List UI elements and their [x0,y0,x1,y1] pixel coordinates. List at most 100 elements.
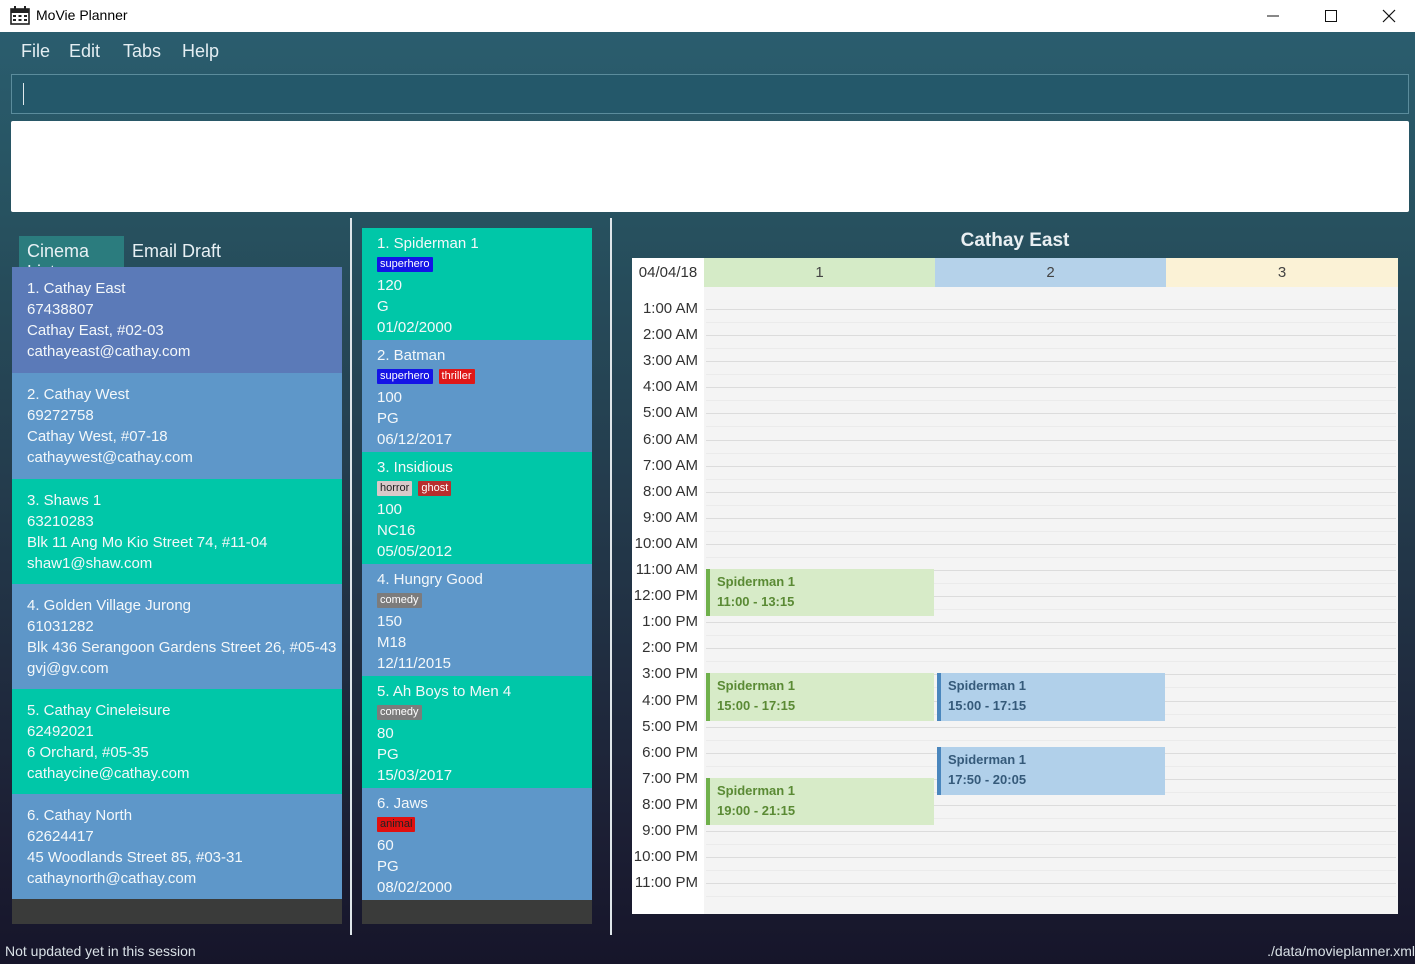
cinema-card[interactable]: 6. Cathay North 62624417 45 Woodlands St… [12,794,342,899]
movie-rating: M18 [377,634,407,651]
menu-file[interactable]: File [21,41,51,61]
menu-help[interactable]: Help [182,41,220,61]
hour-gridline [706,491,1396,493]
movie-duration: 120 [377,277,403,294]
hour-gridline [706,543,1396,545]
event-time: 15:00 - 17:15 [948,698,1027,714]
time-label: 11:00 AM [632,557,704,583]
movie-rating: PG [377,746,399,763]
movie-tags: superhero [377,254,592,275]
cinema-card[interactable]: 1. Cathay East 67438807 Cathay East, #02… [12,267,342,373]
column-header[interactable]: 1 [704,258,935,287]
minimize-button[interactable] [1244,0,1302,32]
panel-divider[interactable] [350,218,352,935]
movie-card[interactable]: 4. Hungry Good comedy 150 M18 12/11/2015 [362,564,592,676]
hour-gridline [706,413,1396,415]
cinema-list[interactable]: 1. Cathay East 67438807 Cathay East, #02… [12,267,342,924]
half-hour-gridline [706,530,1396,532]
tag-badge: superhero [377,369,433,384]
cinema-card[interactable]: 3. Shaws 1 63210283 Blk 11 Ang Mo Kio St… [12,479,342,584]
time-label: 6:00 PM [632,739,704,766]
movie-duration: 100 [377,501,403,518]
menu-edit[interactable]: Edit [69,41,101,61]
window-title-bar: MoVie Planner [0,0,1415,32]
tag-badge: horror [377,481,413,496]
half-hour-gridline [706,583,1396,585]
tag-badge: thriller [438,369,475,384]
cinema-email: cathaycine@cathay.com [27,765,190,782]
half-hour-gridline [706,400,1396,402]
cinema-phone: 63210283 [27,513,94,530]
time-label: 9:00 AM [632,504,704,531]
calendar-event[interactable]: Spiderman 1 15:00 - 17:15 [706,673,934,721]
cinema-phone: 67438807 [27,301,94,318]
cinema-card[interactable]: 4. Golden Village Jurong 61031282 Blk 43… [12,584,342,689]
column-header[interactable]: 3 [1166,258,1398,287]
tag-badge: comedy [377,705,422,720]
movie-tags: horror ghost [377,478,592,499]
movie-list[interactable]: 1. Spiderman 1 superhero 120 G 01/02/200… [362,228,592,924]
event-title: Spiderman 1 [717,574,796,589]
cinema-email: cathaynorth@cathay.com [27,870,197,887]
cinema-email: gvj@gv.com [27,660,109,677]
time-label: 2:00 AM [632,322,704,349]
close-button[interactable] [1360,0,1415,32]
movie-date: 05/05/2012 [377,543,453,560]
hour-gridline [706,570,1396,571]
movie-card[interactable]: 2. Batman superhero thriller 100 PG 06/1… [362,340,592,452]
cinema-name: 5. Cathay Cineleisure [27,702,171,719]
hour-gridline [706,857,1396,859]
time-label: 12:00 PM [632,583,704,610]
half-hour-gridline [706,478,1396,480]
cinema-address: Cathay West, #07-18 [27,428,168,445]
status-sync-text: Not updated yet in this session [5,943,196,959]
cinema-phone: 62624417 [27,828,94,845]
event-time: 19:00 - 21:15 [717,802,796,818]
half-hour-gridline [706,504,1396,506]
maximize-button[interactable] [1302,0,1360,32]
cinema-name: 2. Cathay West [27,386,130,403]
cinema-email: cathaywest@cathay.com [27,449,193,466]
command-input[interactable] [11,74,1409,114]
time-label: 5:00 PM [632,713,704,740]
half-hour-gridline [706,817,1396,819]
cinema-card[interactable]: 2. Cathay West 69272758 Cathay West, #07… [12,373,342,479]
movie-rating: NC16 [377,522,416,539]
half-hour-gridline [706,426,1396,428]
cinema-address: 6 Orchard, #05-35 [27,744,149,761]
schedule-calendar[interactable]: 04/04/18 1 2 3 1:00 AM 2:00 AM 3:00 AM 4:00… [632,258,1398,914]
movie-date: 15/03/2017 [377,767,453,784]
hour-gridline [706,361,1396,363]
cinema-card[interactable]: 5. Cathay Cineleisure 62492021 6 Orchard… [12,689,342,794]
time-label: 3:00 PM [632,661,704,688]
time-label: 3:00 AM [632,348,704,375]
time-label: 2:00 PM [632,635,704,662]
calendar-event[interactable]: Spiderman 1 19:00 - 21:15 [706,777,934,826]
cinema-name: 6. Cathay North [27,807,133,824]
movie-tags: comedy [377,590,592,611]
menu-tabs[interactable]: Tabs [123,41,162,61]
time-label: 4:00 AM [632,374,704,401]
calendar-event[interactable]: Spiderman 1 15:00 - 17:15 [937,673,1165,721]
hour-gridline [706,439,1396,441]
calendar-event[interactable]: Spiderman 1 17:50 - 20:05 [937,747,1165,795]
movie-tags: animal [377,814,592,835]
movie-card[interactable]: 5. Ah Boys to Men 4 comedy 80 PG 15/03/2… [362,676,592,788]
half-hour-gridline [706,661,1396,663]
tab-email-draft[interactable]: Email Draft [132,241,222,261]
tab-cinema-list[interactable]: Cinema List [19,236,124,282]
column-header[interactable]: 2 [935,258,1166,287]
app-window: File Edit Tabs Help Cinema List Email Dr… [0,32,1415,964]
calendar-event[interactable]: Spiderman 1 11:00 - 13:15 [706,569,934,617]
status-file-path: ./data/movieplanner.xml [1267,943,1415,959]
movie-card[interactable]: 1. Spiderman 1 superhero 120 G 01/02/200… [362,228,592,340]
movie-date: 12/11/2015 [377,655,451,672]
event-title: Spiderman 1 [717,678,796,694]
hour-gridline [706,309,1396,310]
movie-card[interactable]: 3. Insidious horror ghost 100 NC16 05/05… [362,452,592,564]
panel-divider[interactable] [610,218,612,935]
result-display[interactable] [11,121,1409,212]
cinema-email: cathayeast@cathay.com [27,343,191,360]
status-bar: Not updated yet in this session ./data/m… [0,936,1415,964]
movie-card[interactable]: 6. Jaws animal 60 PG 08/02/2000 [362,788,592,900]
